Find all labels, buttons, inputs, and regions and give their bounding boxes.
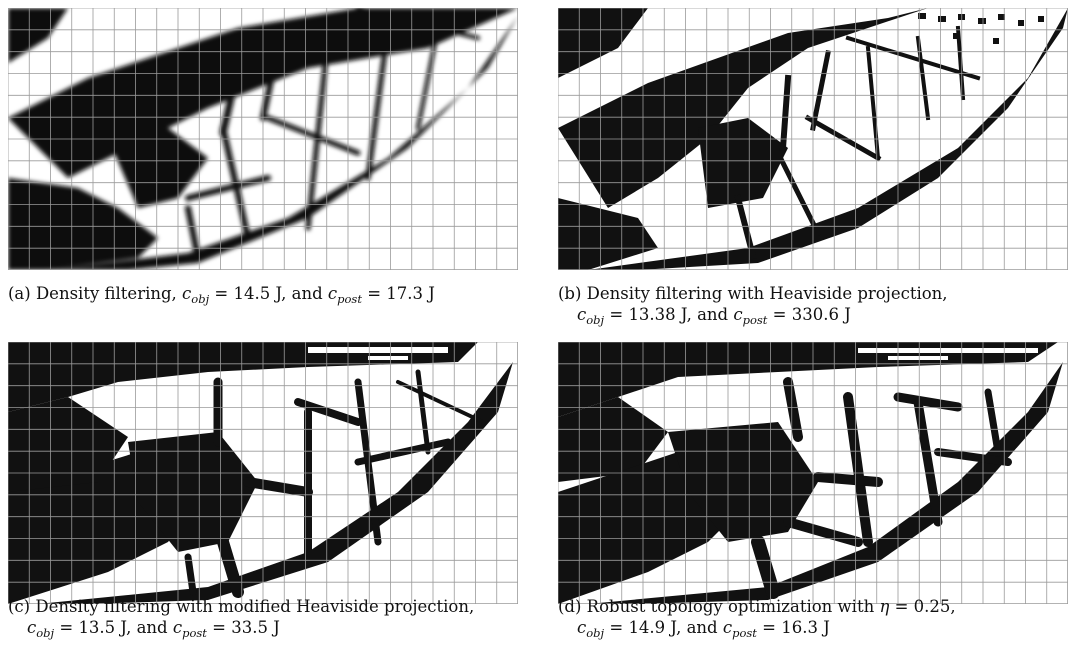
caption-d-text: (d) Robust topology optimization with [558, 597, 880, 616]
c-post-symbol-c: c [172, 618, 183, 637]
obj-subscript-d: obj [586, 626, 605, 640]
sep-d: , and [676, 618, 723, 637]
c-obj-value-b: 13.38 J [628, 305, 687, 324]
obj-subscript-c: obj [36, 626, 55, 640]
caption-c: (c) Density filtering with modified Heav… [8, 596, 474, 640]
topology-image-c [8, 342, 518, 604]
c-post-value-c: 33.5 J [231, 618, 280, 637]
topology-panel-d [558, 342, 1068, 604]
sep-b: , and [686, 305, 734, 324]
topology-panel-b [558, 8, 1068, 270]
c-post-symbol-b: c [733, 305, 743, 324]
c-post-value-d: 16.3 J [781, 618, 830, 637]
c-post-value-a: 17.3 J [386, 284, 435, 303]
caption-b-text: (b) Density filtering with Heaviside pro… [558, 284, 948, 303]
c-obj-value-c: 13.5 J [78, 618, 127, 637]
c-post-value-b: 330.6 J [791, 305, 851, 324]
equals-a1: = [209, 284, 234, 303]
sep-a: , and [281, 284, 328, 303]
c-post-symbol-d: c [722, 618, 733, 637]
grid-overlay-a [8, 8, 518, 270]
equals-c1: = [54, 618, 79, 637]
grid-overlay-c [8, 342, 518, 604]
equals-d2: = [756, 618, 782, 637]
caption-b: (b) Density filtering with Heaviside pro… [558, 283, 948, 327]
equals-a2: = [361, 284, 387, 303]
topology-image-a [8, 8, 518, 270]
caption-a-text: (a) Density filtering, [8, 284, 183, 303]
equals-b1: = [604, 305, 629, 324]
post-subscript-c: post [182, 626, 207, 640]
topology-panel-c [8, 342, 518, 604]
c-obj-value-a: 14.5 J [233, 284, 282, 303]
caption-d: (d) Robust topology optimization with η … [558, 596, 956, 640]
c-obj-symbol-a: c [182, 284, 192, 303]
topology-image-d [558, 342, 1068, 604]
c-obj-symbol-b: c [577, 305, 587, 324]
topology-panel-a [8, 8, 518, 270]
eta-value-d: 0.25 [913, 597, 951, 616]
comma-d: , [950, 597, 956, 616]
obj-subscript-a: obj [191, 292, 210, 306]
c-obj-symbol-c: c [27, 618, 37, 637]
c-post-symbol-a: c [327, 284, 338, 303]
grid-overlay-b [558, 8, 1068, 270]
equals-d1: = [604, 618, 629, 637]
caption-a: (a) Density filtering, cobj = 14.5 J, an… [8, 283, 435, 306]
equals-d0: = [889, 597, 914, 616]
eta-symbol-d: η [879, 597, 890, 616]
caption-c-text: (c) Density filtering with modified Heav… [8, 597, 475, 616]
sep-c: , and [126, 618, 173, 637]
topology-image-b [558, 8, 1068, 270]
post-subscript-d: post [732, 626, 757, 640]
equals-b2: = [767, 305, 792, 324]
c-obj-symbol-d: c [577, 618, 587, 637]
grid-overlay-d [558, 342, 1068, 604]
post-subscript-b: post [742, 313, 768, 327]
obj-subscript-b: obj [586, 313, 605, 327]
post-subscript-a: post [337, 292, 362, 306]
equals-c2: = [206, 618, 232, 637]
c-obj-value-d: 14.9 J [628, 618, 677, 637]
